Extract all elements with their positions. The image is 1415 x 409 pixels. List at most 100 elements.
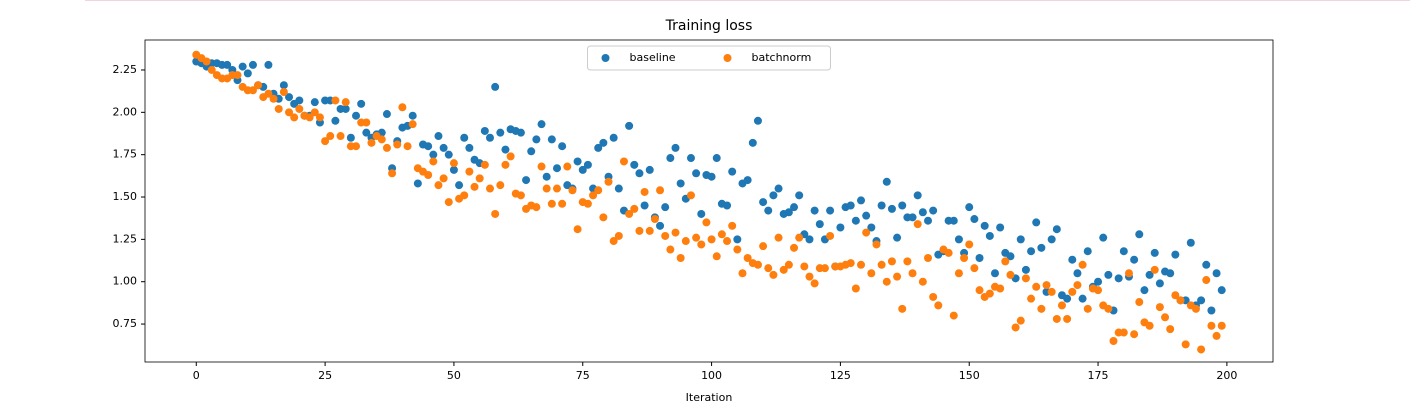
point (1021, 274, 1030, 283)
point (1119, 328, 1128, 337)
point (867, 269, 876, 278)
point (764, 264, 773, 273)
point (408, 120, 417, 129)
point (712, 252, 721, 261)
point (207, 65, 216, 74)
point (1032, 218, 1041, 227)
point (918, 208, 927, 217)
x-axis-label: Iteration (686, 391, 733, 404)
point (954, 269, 963, 278)
point (279, 81, 288, 90)
point (774, 233, 783, 242)
point (336, 132, 345, 141)
point (913, 220, 922, 229)
point (480, 126, 489, 135)
point (377, 135, 386, 144)
point (924, 216, 933, 225)
point (444, 150, 453, 159)
point (321, 137, 330, 146)
point (887, 204, 896, 213)
legend-marker (723, 54, 732, 62)
point (1176, 296, 1185, 305)
point (1119, 247, 1128, 256)
point (1207, 306, 1216, 315)
point (650, 215, 659, 224)
point (1001, 257, 1010, 266)
point (1063, 294, 1072, 303)
point (784, 208, 793, 217)
point (475, 174, 484, 183)
point (661, 203, 670, 212)
point (980, 221, 989, 230)
point (573, 225, 582, 234)
point (1166, 325, 1175, 334)
point (635, 169, 644, 178)
point (243, 69, 252, 78)
point (1027, 247, 1036, 256)
point (743, 176, 752, 185)
point (470, 182, 479, 191)
point (1207, 321, 1216, 330)
point (522, 176, 531, 185)
point (1099, 233, 1108, 242)
point (1021, 265, 1030, 274)
x-tick-label: 75 (576, 369, 590, 382)
point (516, 191, 525, 200)
point (929, 292, 938, 301)
point (795, 191, 804, 200)
x-tick-label: 150 (959, 369, 980, 382)
plot-area (144, 39, 1274, 363)
point (666, 154, 675, 163)
point (1145, 321, 1154, 330)
point (851, 284, 860, 293)
point (846, 259, 855, 268)
point (614, 184, 623, 193)
point (315, 113, 324, 122)
point (877, 260, 886, 269)
point (1135, 230, 1144, 239)
point (1155, 303, 1164, 312)
point (614, 231, 623, 240)
point (1006, 252, 1015, 261)
point (717, 230, 726, 239)
point (352, 142, 361, 151)
point (985, 289, 994, 298)
y-tick-label: 1.00 (113, 275, 138, 288)
point (429, 157, 438, 166)
point (233, 71, 242, 80)
point (238, 62, 247, 71)
point (382, 143, 391, 152)
point (341, 98, 350, 107)
point (604, 177, 613, 186)
point (1027, 294, 1036, 303)
point (1011, 323, 1020, 332)
point (1197, 345, 1206, 354)
point (1063, 314, 1072, 323)
point (1073, 269, 1082, 278)
point (1083, 247, 1092, 256)
point (1052, 314, 1061, 323)
point (491, 82, 500, 91)
point (790, 203, 799, 212)
x-tick-label: 200 (1216, 369, 1237, 382)
point (594, 143, 603, 152)
point (552, 184, 561, 193)
point (949, 216, 958, 225)
point (898, 201, 907, 210)
point (944, 248, 953, 257)
point (295, 104, 304, 113)
point (707, 172, 716, 181)
point (439, 174, 448, 183)
point (599, 138, 608, 147)
point (790, 243, 799, 252)
point (656, 221, 665, 230)
point (583, 199, 592, 208)
point (1217, 286, 1226, 295)
point (1155, 279, 1164, 288)
point (269, 94, 278, 103)
point (877, 201, 886, 210)
point (1016, 235, 1025, 244)
point (676, 253, 685, 262)
chart-title: Training loss (665, 18, 753, 34)
point (558, 199, 567, 208)
